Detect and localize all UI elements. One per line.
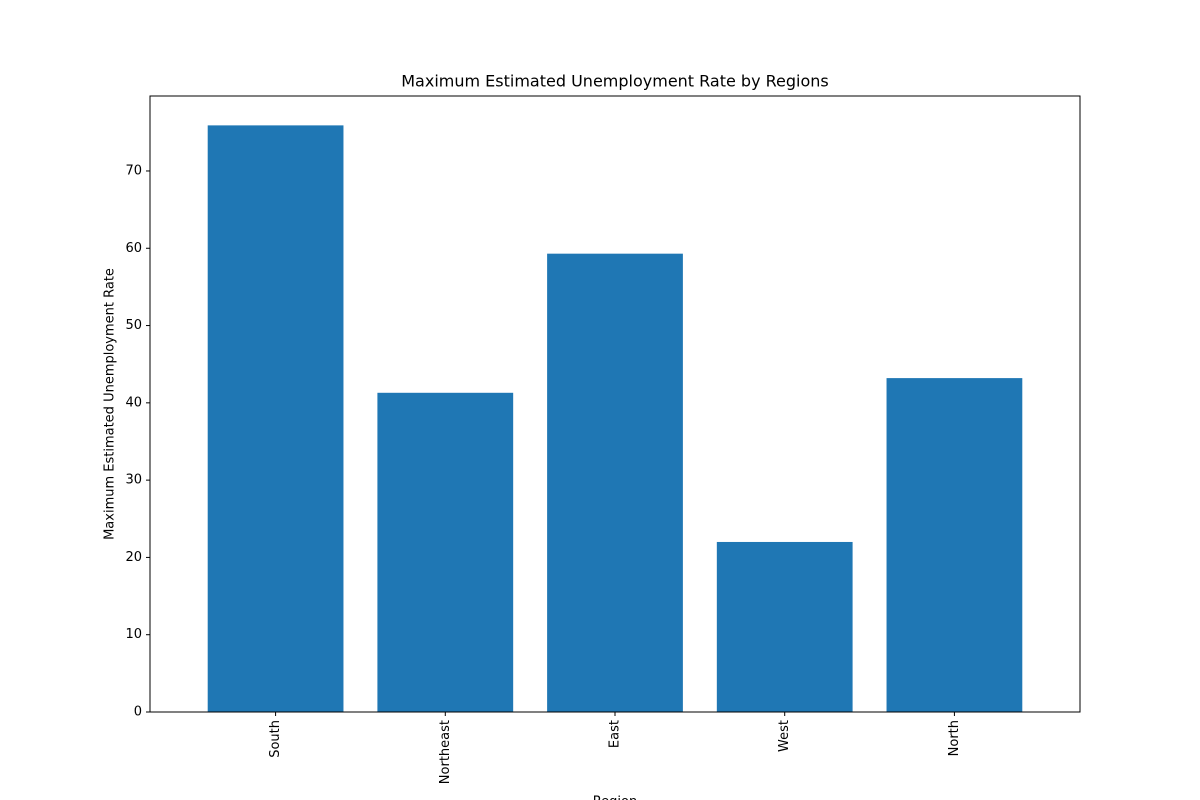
x-tick-label: East	[608, 720, 623, 748]
x-tick-label: Northeast	[438, 720, 453, 784]
y-tick-label: 60	[125, 241, 142, 256]
y-tick-label: 40	[125, 395, 142, 410]
plot-frame	[149, 95, 1081, 713]
chart-title: Maximum Estimated Unemployment Rate by R…	[401, 72, 829, 91]
y-tick-label: 10	[125, 627, 142, 642]
y-axis-label: Maximum Estimated Unemployment Rate	[103, 268, 118, 540]
x-axis-label: Region	[593, 795, 638, 800]
y-tick-label: 50	[125, 318, 142, 333]
y-tick-label: 70	[125, 163, 142, 178]
bar	[716, 541, 853, 712]
y-tick-label: 30	[125, 473, 142, 488]
bar	[547, 253, 683, 712]
bar	[377, 392, 514, 712]
x-tick-label: North	[947, 720, 962, 756]
x-tick-label: South	[268, 720, 283, 758]
y-tick-label: 0	[134, 705, 142, 720]
bar	[886, 378, 1023, 712]
x-tick-label: West	[777, 720, 792, 752]
y-tick-label: 20	[125, 550, 142, 565]
bar	[207, 125, 344, 713]
